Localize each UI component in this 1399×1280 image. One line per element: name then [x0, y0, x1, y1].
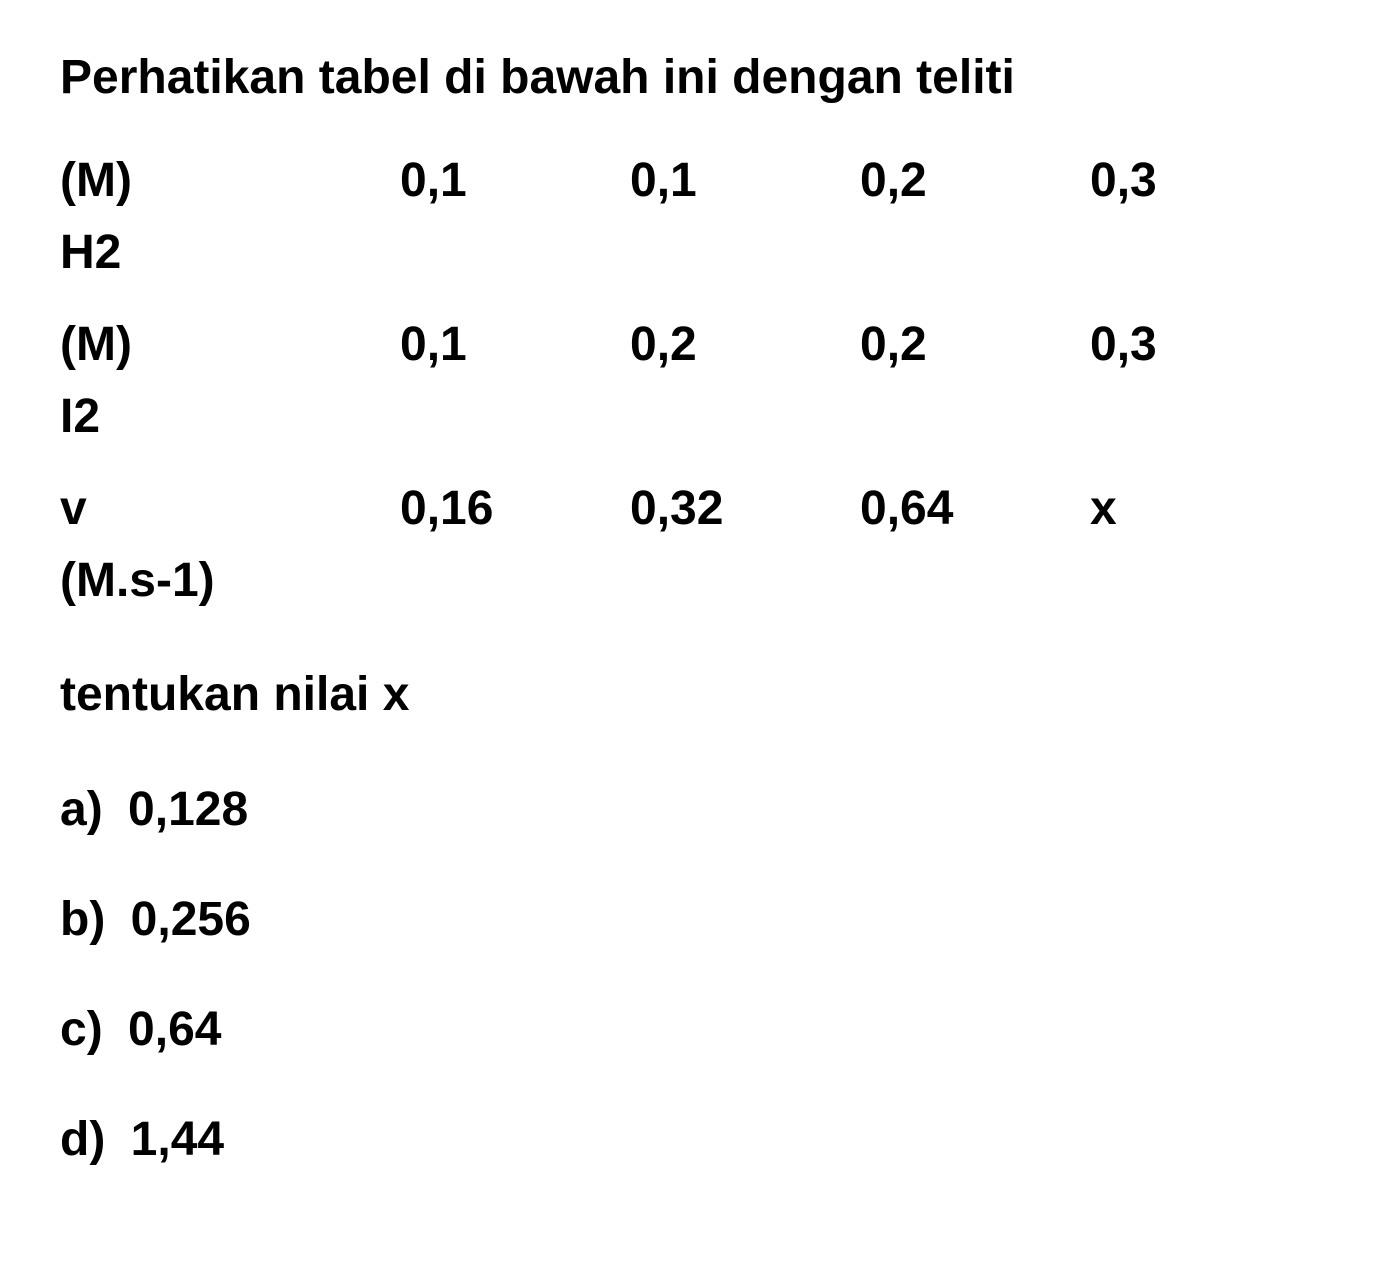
option-b: b) 0,256	[60, 892, 700, 947]
table-cell: 0,64	[860, 473, 1090, 545]
table-cell: 0,1	[400, 309, 630, 381]
data-table: (M) H2 0,1 0,1 0,2 0,3 (M) I2 0,1 0,2 0,…	[60, 145, 1339, 617]
option-value: 1,44	[131, 1113, 224, 1166]
option-c: c) 0,64	[60, 1002, 700, 1057]
table-cell: 0,2	[860, 145, 1090, 217]
option-value: 0,256	[131, 893, 251, 946]
row-label-line1: (M)	[60, 309, 400, 381]
table-cell: 0,1	[630, 145, 860, 217]
option-value: 0,64	[128, 1003, 221, 1056]
table-row: (M) I2 0,1 0,2 0,2 0,3	[60, 309, 1339, 453]
option-letter: b)	[60, 892, 105, 947]
row-label-group: (M) I2	[60, 309, 400, 453]
table-cell: 0,16	[400, 473, 630, 545]
question-text: tentukan nilai x	[60, 667, 1339, 722]
option-letter: d)	[60, 1112, 105, 1167]
row-label-line2: I2	[60, 381, 400, 453]
row-label-group: v (M.s-1)	[60, 473, 400, 617]
row-label-line2: H2	[60, 217, 400, 289]
option-value: 0,128	[128, 783, 248, 836]
row-label-line2: (M.s-1)	[60, 545, 400, 617]
option-d: d) 1,44	[60, 1112, 700, 1167]
table-cell: 0,3	[1090, 309, 1270, 381]
row-label-group: (M) H2	[60, 145, 400, 289]
table-cell: 0,1	[400, 145, 630, 217]
row-label-line1: (M)	[60, 145, 400, 217]
table-cell: 0,2	[630, 309, 860, 381]
table-row: v (M.s-1) 0,16 0,32 0,64 x	[60, 473, 1339, 617]
options-container: a) 0,128 b) 0,256 c) 0,64 d) 1,44	[60, 782, 1339, 1222]
option-a: a) 0,128	[60, 782, 700, 837]
row-label-line1: v	[60, 473, 400, 545]
table-cell: 0,32	[630, 473, 860, 545]
option-letter: a)	[60, 782, 103, 837]
table-cell: x	[1090, 473, 1270, 545]
table-row: (M) H2 0,1 0,1 0,2 0,3	[60, 145, 1339, 289]
table-cell: 0,3	[1090, 145, 1270, 217]
table-cell: 0,2	[860, 309, 1090, 381]
option-letter: c)	[60, 1002, 103, 1057]
page-title: Perhatikan tabel di bawah ini dengan tel…	[60, 50, 1339, 105]
